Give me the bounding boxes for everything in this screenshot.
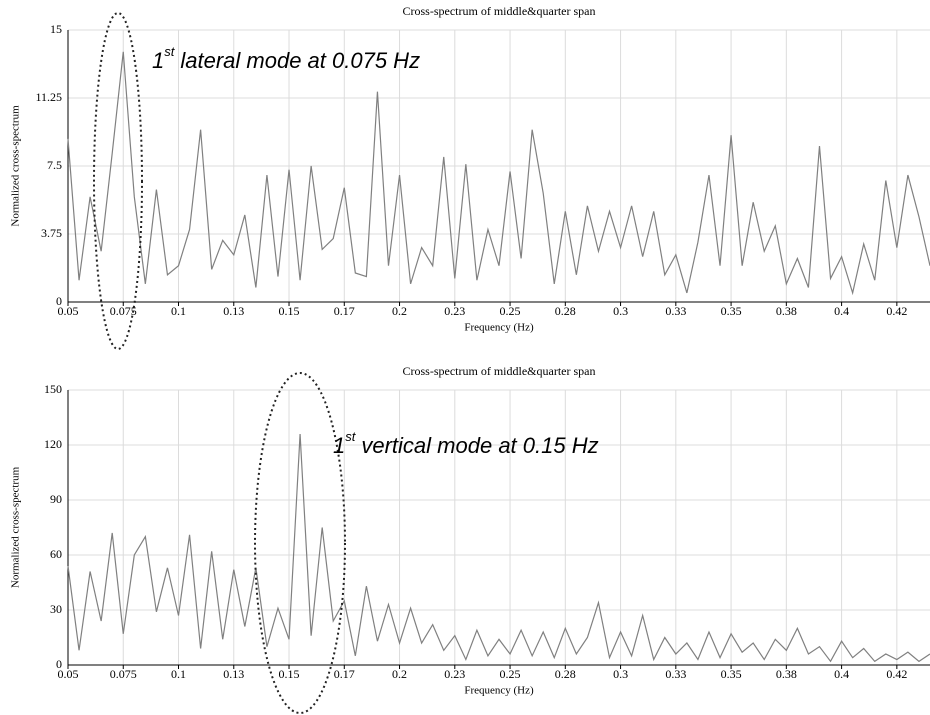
x-tick-label: 0.2 (392, 304, 407, 318)
annotation: 1st vertical mode at 0.15 Hz (333, 429, 599, 457)
x-axis-label: Frequency (Hz) (464, 685, 534, 697)
x-tick-label: 0.23 (444, 304, 465, 318)
annotation: 1st lateral mode at 0.075 Hz (152, 44, 420, 72)
x-tick-label: 0.2 (392, 667, 407, 681)
x-tick-label: 0.15 (279, 304, 300, 318)
chart-title: Cross-spectrum of middle&quarter span (403, 4, 596, 18)
y-tick-label: 120 (44, 437, 62, 451)
y-tick-label: 60 (50, 547, 62, 561)
highlight-ellipse (93, 12, 143, 350)
x-tick-label: 0.13 (223, 667, 244, 681)
x-tick-label: 0.35 (721, 667, 742, 681)
x-tick-label: 0.28 (555, 304, 576, 318)
annotation-number: 1 (333, 433, 345, 458)
x-tick-label: 0.075 (110, 667, 137, 681)
x-tick-label: 0.25 (500, 304, 521, 318)
y-tick-label: 0 (56, 657, 62, 671)
annotation-number: 1 (152, 48, 164, 73)
data-line (67, 433, 930, 663)
x-tick-label: 0.42 (886, 667, 907, 681)
x-tick-label: 0.17 (334, 667, 355, 681)
x-tick-label: 0.4 (834, 304, 849, 318)
x-tick-label: 0.05 (58, 667, 79, 681)
x-tick-label: 0.4 (834, 667, 849, 681)
y-axis-label: Normalized cross-spectrum (10, 105, 22, 227)
x-tick-label: 0.075 (110, 304, 137, 318)
annotation-text: vertical mode at 0.15 Hz (361, 433, 598, 458)
y-tick-label: 3.75 (41, 226, 62, 240)
y-tick-label: 150 (44, 382, 62, 396)
chart-title: Cross-spectrum of middle&quarter span (403, 364, 596, 378)
x-tick-label: 0.05 (58, 304, 79, 318)
y-tick-label: 90 (50, 492, 62, 506)
x-tick-label: 0.23 (444, 667, 465, 681)
x-tick-label: 0.1 (171, 667, 186, 681)
x-tick-label: 0.15 (279, 667, 300, 681)
x-tick-label: 0.38 (776, 667, 797, 681)
annotation-superscript: st (164, 44, 176, 59)
x-tick-label: 0.33 (665, 304, 686, 318)
x-tick-label: 0.35 (721, 304, 742, 318)
data-line (67, 51, 930, 296)
annotation-superscript: st (345, 429, 357, 444)
x-tick-label: 0.33 (665, 667, 686, 681)
y-tick-label: 15 (50, 22, 62, 36)
highlight-ellipse (254, 372, 346, 714)
x-tick-label: 0.3 (613, 667, 628, 681)
x-axis-label: Frequency (Hz) (464, 322, 534, 334)
annotation-text: lateral mode at 0.075 Hz (180, 48, 420, 73)
x-tick-label: 0.42 (886, 304, 907, 318)
y-tick-label: 0 (56, 294, 62, 308)
y-tick-label: 30 (50, 602, 62, 616)
x-tick-label: 0.25 (500, 667, 521, 681)
x-tick-label: 0.13 (223, 304, 244, 318)
x-tick-label: 0.3 (613, 304, 628, 318)
y-axis-label: Normalized cross-spectrum (10, 466, 22, 588)
x-tick-label: 0.17 (334, 304, 355, 318)
y-tick-label: 7.5 (47, 158, 62, 172)
y-tick-label: 11.25 (35, 90, 62, 104)
x-tick-label: 0.38 (776, 304, 797, 318)
x-tick-label: 0.28 (555, 667, 576, 681)
x-tick-label: 0.1 (171, 304, 186, 318)
